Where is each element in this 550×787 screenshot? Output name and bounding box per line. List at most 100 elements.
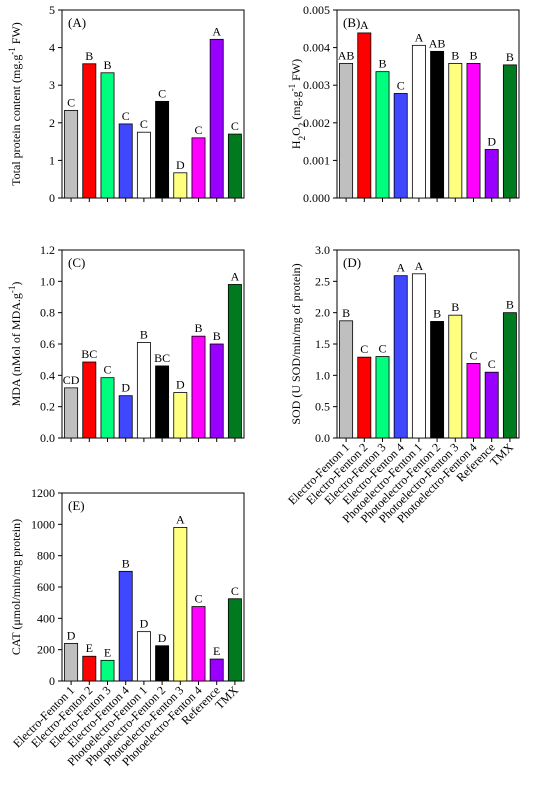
- bar-7: [448, 314, 463, 439]
- significance-letter: B: [103, 58, 111, 72]
- significance-letter: B: [506, 298, 514, 312]
- bar-8: [191, 335, 206, 439]
- bar-10: [502, 312, 517, 439]
- significance-letter: D: [176, 378, 185, 392]
- bar-2: [357, 356, 372, 439]
- y-axis-label: Total protein content (mg.g-1 FW): [7, 22, 23, 186]
- significance-letter: B: [451, 300, 459, 314]
- significance-letter: C: [158, 86, 166, 100]
- significance-letter: BC: [154, 351, 170, 365]
- panel-label: (B): [343, 15, 360, 30]
- significance-letter: C: [140, 117, 148, 131]
- y-tick-label: 0.2: [40, 400, 55, 414]
- bar-7: [173, 527, 188, 682]
- y-tick-label: 0.000: [303, 191, 330, 205]
- y-tick-label: 2.5: [315, 274, 330, 288]
- panel-label: (A): [68, 15, 86, 30]
- significance-letter: C: [103, 363, 111, 377]
- bar-2: [357, 32, 372, 199]
- significance-letter: B: [378, 57, 386, 71]
- significance-letter: C: [194, 592, 202, 606]
- bar-9: [209, 658, 224, 682]
- significance-letter: A: [415, 30, 424, 44]
- y-tick-label: 0: [49, 674, 55, 688]
- y-tick-label: 0.8: [40, 306, 55, 320]
- significance-letter: D: [158, 631, 167, 645]
- bar-7: [173, 392, 188, 439]
- bar-10: [227, 598, 242, 682]
- significance-letter: B: [194, 321, 202, 335]
- significance-letter: AB: [338, 48, 355, 62]
- y-axis-label: SOD (U SOD/min/mg of protein): [289, 263, 303, 424]
- y-axis-label: H2O2 (mg.g-1 FW): [287, 59, 307, 149]
- chart-panel-d: 0.0 0.5 1.0 1.5 2.0 2.5 3.0 SOD (U SOD/min/mg o…: [285, 243, 520, 526]
- bar-4: [118, 570, 133, 682]
- bar-2: [82, 63, 97, 199]
- y-tick-label: 0: [49, 191, 55, 205]
- significance-letter: E: [104, 645, 111, 659]
- bar-10: [227, 284, 242, 439]
- bar-4: [393, 93, 408, 199]
- y-tick-label: 4: [49, 41, 55, 55]
- bar-5: [136, 342, 151, 439]
- y-tick-label: 200: [37, 643, 55, 657]
- significance-letter: B: [85, 49, 93, 63]
- bar-6: [430, 321, 445, 439]
- y-tick-label: 0.003: [303, 78, 330, 92]
- bar-3: [100, 377, 115, 439]
- bar-6: [155, 365, 170, 439]
- significance-letter: A: [396, 261, 405, 275]
- bar-4: [393, 275, 408, 439]
- significance-letter: C: [194, 123, 202, 137]
- chart-panel-a: 0 1 2 3 4 5 Total protein content (mg.g-1 FW) (…: [7, 3, 245, 205]
- significance-letter: D: [67, 628, 76, 642]
- plot-frame: [336, 9, 520, 199]
- bar-5: [136, 131, 151, 199]
- bar-5: [411, 273, 426, 439]
- significance-letter: A: [176, 512, 185, 526]
- chart-panel-b: 0.000 0.001 0.002 0.003 0.004 0.005 H2O2 (mg.g…: [287, 3, 520, 205]
- significance-letter: B: [122, 556, 130, 570]
- significance-letter: A: [415, 259, 424, 273]
- y-tick-label: 0.0: [40, 431, 55, 445]
- y-tick-label: 0.002: [303, 116, 330, 130]
- significance-letter: D: [121, 381, 130, 395]
- significance-letter: C: [378, 342, 386, 356]
- y-tick-label: 1000: [31, 517, 55, 531]
- y-tick-label: 5: [49, 3, 55, 17]
- y-tick-label: 3: [49, 78, 55, 92]
- significance-letter: E: [86, 641, 93, 655]
- bar-7: [173, 172, 188, 199]
- bar-1: [64, 643, 79, 682]
- significance-letter: A: [212, 24, 221, 38]
- bar-4: [118, 123, 133, 199]
- significance-letter: B: [506, 50, 514, 64]
- significance-letter: C: [469, 348, 477, 362]
- significance-letter: D: [487, 134, 496, 148]
- bar-1: [64, 387, 79, 439]
- bar-9: [484, 149, 499, 199]
- y-tick-label: 1.2: [40, 243, 55, 257]
- bar-3: [100, 659, 115, 682]
- bar-8: [191, 606, 206, 682]
- y-tick-label: 0.001: [303, 153, 330, 167]
- y-tick-label: 400: [37, 611, 55, 625]
- y-axis-label: MDA (nMol of MDA.g-1): [7, 282, 23, 407]
- significance-letter: B: [469, 48, 477, 62]
- y-tick-label: 800: [37, 549, 55, 563]
- bar-1: [339, 320, 354, 439]
- significance-letter: C: [122, 109, 130, 123]
- panel-label: (D): [343, 255, 361, 270]
- y-tick-label: 0.6: [40, 337, 55, 351]
- bar-6: [430, 50, 445, 199]
- significance-letter: D: [176, 158, 185, 172]
- bar-1: [339, 62, 354, 199]
- significance-letter: C: [231, 584, 239, 598]
- y-tick-label: 0.4: [40, 368, 55, 382]
- bar-8: [466, 363, 481, 439]
- bar-3: [100, 72, 115, 199]
- y-tick-label: 1.5: [315, 337, 330, 351]
- y-tick-label: 1200: [31, 486, 55, 500]
- significance-letter: A: [231, 269, 240, 283]
